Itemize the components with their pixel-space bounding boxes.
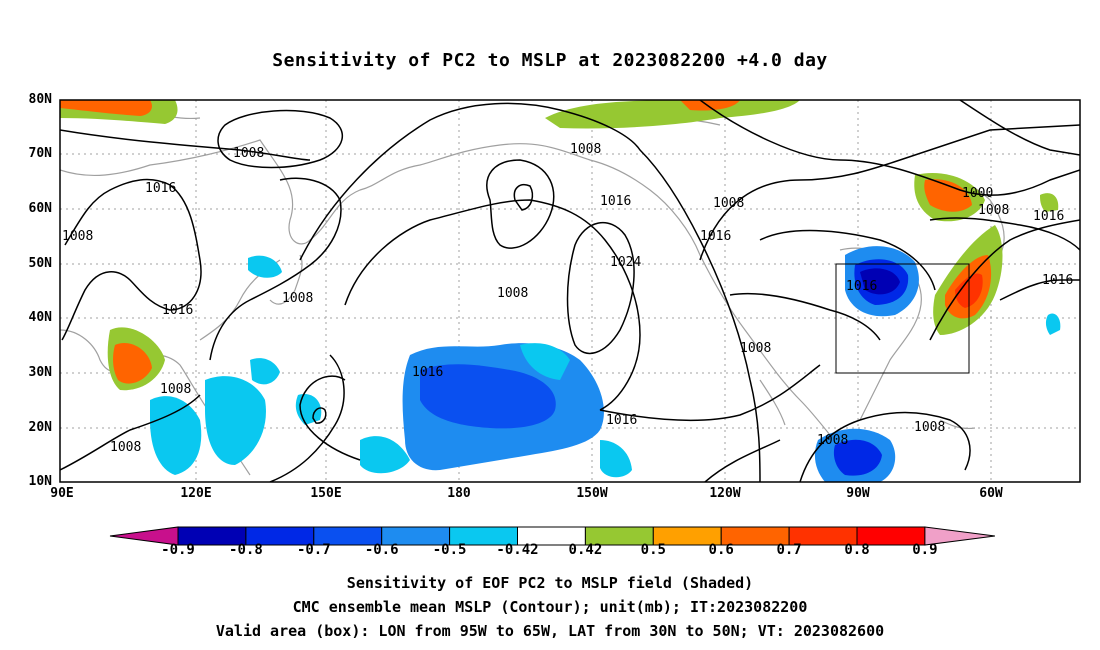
contour-label: 1008 (233, 146, 264, 161)
colorbar-tick-label: 0.9 (912, 542, 938, 558)
lon-label: 120E (180, 486, 212, 501)
colorbar-tick-label: -0.42 (496, 542, 539, 558)
lat-label: 30N (28, 365, 52, 380)
colorbar-tick-label: -0.9 (161, 542, 195, 558)
lat-label: 40N (28, 310, 52, 325)
contour-label: 1024 (610, 255, 641, 270)
caption-line-1: Sensitivity of EOF PC2 to MSLP field (Sh… (346, 574, 754, 592)
contour-label: 1016 (1042, 273, 1073, 288)
colorbar-tick-label: 0.5 (640, 542, 666, 558)
valid-area-box (835, 263, 970, 374)
lon-label: 120W (709, 486, 741, 501)
lon-label: 60W (979, 486, 1003, 501)
contour-label: 1016 (600, 194, 631, 209)
lat-label: 50N (28, 256, 52, 271)
lat-label: 10N (28, 474, 52, 489)
lat-label: 70N (28, 146, 52, 161)
colorbar-tick-label: 0.8 (844, 542, 870, 558)
lon-label: 180 (447, 486, 471, 501)
contour-label: 1008 (817, 433, 848, 448)
contour-label: 1016 (145, 181, 176, 196)
map-frame (59, 99, 1081, 483)
lat-label: 60N (28, 201, 52, 216)
colorbar-tick-label: 0.6 (708, 542, 734, 558)
colorbar-tick-label: 0.7 (776, 542, 802, 558)
contour-label: 1016 (162, 303, 193, 318)
lat-label: 20N (28, 420, 52, 435)
contour-label: 1008 (570, 142, 601, 157)
contour-label: 1008 (713, 196, 744, 211)
lon-label: 90W (846, 486, 870, 501)
lon-label: 150W (576, 486, 608, 501)
contour-label: 1016 (1033, 209, 1064, 224)
contour-label: 1016 (412, 365, 443, 380)
caption-line-2: CMC ensemble mean MSLP (Contour); unit(m… (292, 598, 808, 616)
colorbar-tick-label: -0.5 (432, 542, 467, 558)
contour-label: 1016 (700, 229, 731, 244)
positive-sensitivity-shading (60, 100, 1059, 391)
negative-sensitivity-shading (150, 246, 1061, 482)
lon-label: 90E (50, 486, 74, 501)
contour-labels: 1008 1016 1008 1016 1008 1008 1008 1016 1024 1016… (62, 142, 1073, 455)
mslp-contours (60, 100, 1080, 482)
contour-label: 1008 (282, 291, 313, 306)
colorbar-tick-label: -0.8 (229, 542, 263, 558)
colorbar-tick-label: -0.7 (296, 542, 331, 558)
contour-label: 1008 (914, 420, 945, 435)
contour-label: 1008 (160, 382, 191, 397)
contour-label: 1016 (606, 413, 637, 428)
contour-label: 1008 (497, 286, 528, 301)
contour-label: 1008 (740, 341, 771, 356)
contour-label: 1008 (978, 203, 1009, 218)
caption-line-3: Valid area (box): LON from 95W to 65W, L… (215, 622, 885, 640)
chart-title: Sensitivity of PC2 to MSLP at 2023082200… (272, 50, 828, 71)
colorbar-tick-label: -0.6 (364, 542, 399, 558)
contour-label: 1008 (62, 229, 93, 244)
lat-label: 80N (28, 92, 52, 107)
contour-label: 1016 (846, 279, 877, 294)
contour-label: 1008 (110, 440, 141, 455)
lon-label: 150E (310, 486, 342, 501)
contour-label: 1000 (962, 186, 993, 201)
colorbar-tick-label: 0.42 (568, 542, 603, 558)
